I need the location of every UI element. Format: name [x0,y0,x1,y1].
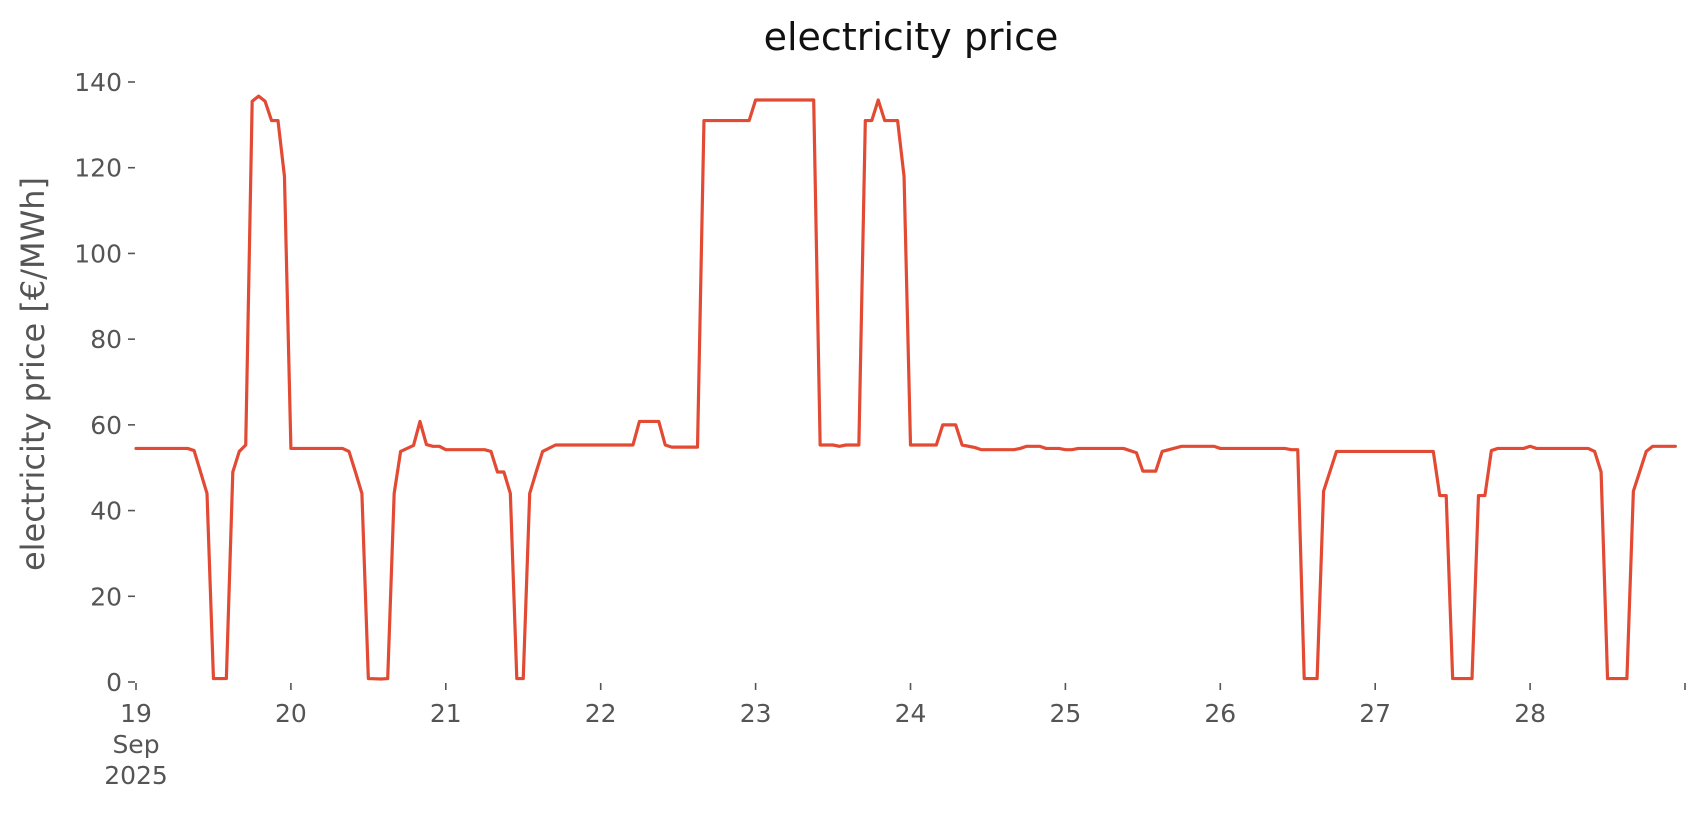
y-tick-label: 60 [90,411,122,440]
y-axis: 0 20 40 60 80 100 120 140 [74,68,135,697]
x-tick-label: 23 [740,699,772,728]
x-tick-label: 24 [895,699,927,728]
y-tick-label: 40 [90,497,122,526]
y-tick-label: 100 [74,239,122,268]
y-tick-label: 140 [74,68,122,97]
chart-title: electricity price [764,15,1059,59]
x-tick-label: Sep [112,730,159,759]
y-tick-label: 0 [106,668,122,697]
y-tick-label: 80 [90,325,122,354]
series-line-0 [134,94,1677,681]
y-tick-label: 120 [74,154,122,183]
x-tick-label: 26 [1204,699,1236,728]
x-tick-label: 27 [1359,699,1391,728]
x-tick-label: 20 [275,699,307,728]
x-tick-label: 21 [430,699,462,728]
x-tick-label: 19 [120,699,152,728]
x-tick-label: 25 [1049,699,1081,728]
y-axis-label: electricity price [€/MWh] [14,177,52,571]
x-tick-label: 22 [585,699,617,728]
x-tick-label: 28 [1514,699,1546,728]
x-tick-label: 2025 [104,761,168,790]
y-tick-label: 20 [90,582,122,611]
plot-series-group [134,94,1677,681]
